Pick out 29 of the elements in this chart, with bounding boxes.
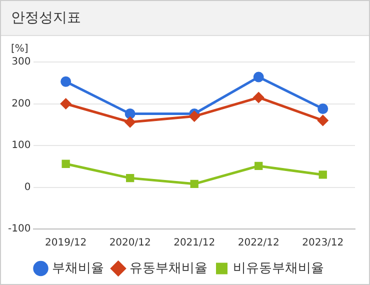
point bbox=[254, 162, 263, 170]
point bbox=[124, 108, 136, 120]
point bbox=[124, 116, 136, 128]
point bbox=[62, 160, 70, 168]
point bbox=[60, 98, 72, 109]
y-axis-title: [%] bbox=[11, 44, 28, 55]
point bbox=[126, 174, 134, 182]
y-tick-label: -100 bbox=[8, 224, 31, 235]
y-tick-label: 200 bbox=[12, 98, 31, 110]
x-tick-label: 2020/12 bbox=[109, 238, 151, 249]
y-tick-label: 100 bbox=[12, 140, 31, 152]
legend-label: 비유동부채비율 bbox=[232, 260, 324, 276]
legend-label: 유동부채비율 bbox=[129, 260, 208, 276]
point bbox=[253, 92, 264, 103]
point bbox=[318, 170, 327, 179]
point bbox=[60, 76, 72, 87]
x-tick-label: 2022/12 bbox=[238, 238, 280, 249]
x-tick-label: 2019/12 bbox=[45, 238, 87, 249]
point bbox=[318, 104, 328, 114]
point bbox=[189, 111, 200, 122]
y-tick-label: 300 bbox=[12, 56, 31, 68]
legend-label: 부채비율 bbox=[52, 260, 104, 276]
point bbox=[253, 72, 264, 82]
x-tick-label: 2023/12 bbox=[302, 238, 344, 249]
point bbox=[318, 115, 328, 126]
chart-title: 안정성지표 bbox=[1, 1, 369, 36]
x-tick-label: 2021/12 bbox=[174, 238, 216, 249]
point bbox=[190, 180, 198, 188]
y-tick-label: 0 bbox=[24, 182, 31, 193]
